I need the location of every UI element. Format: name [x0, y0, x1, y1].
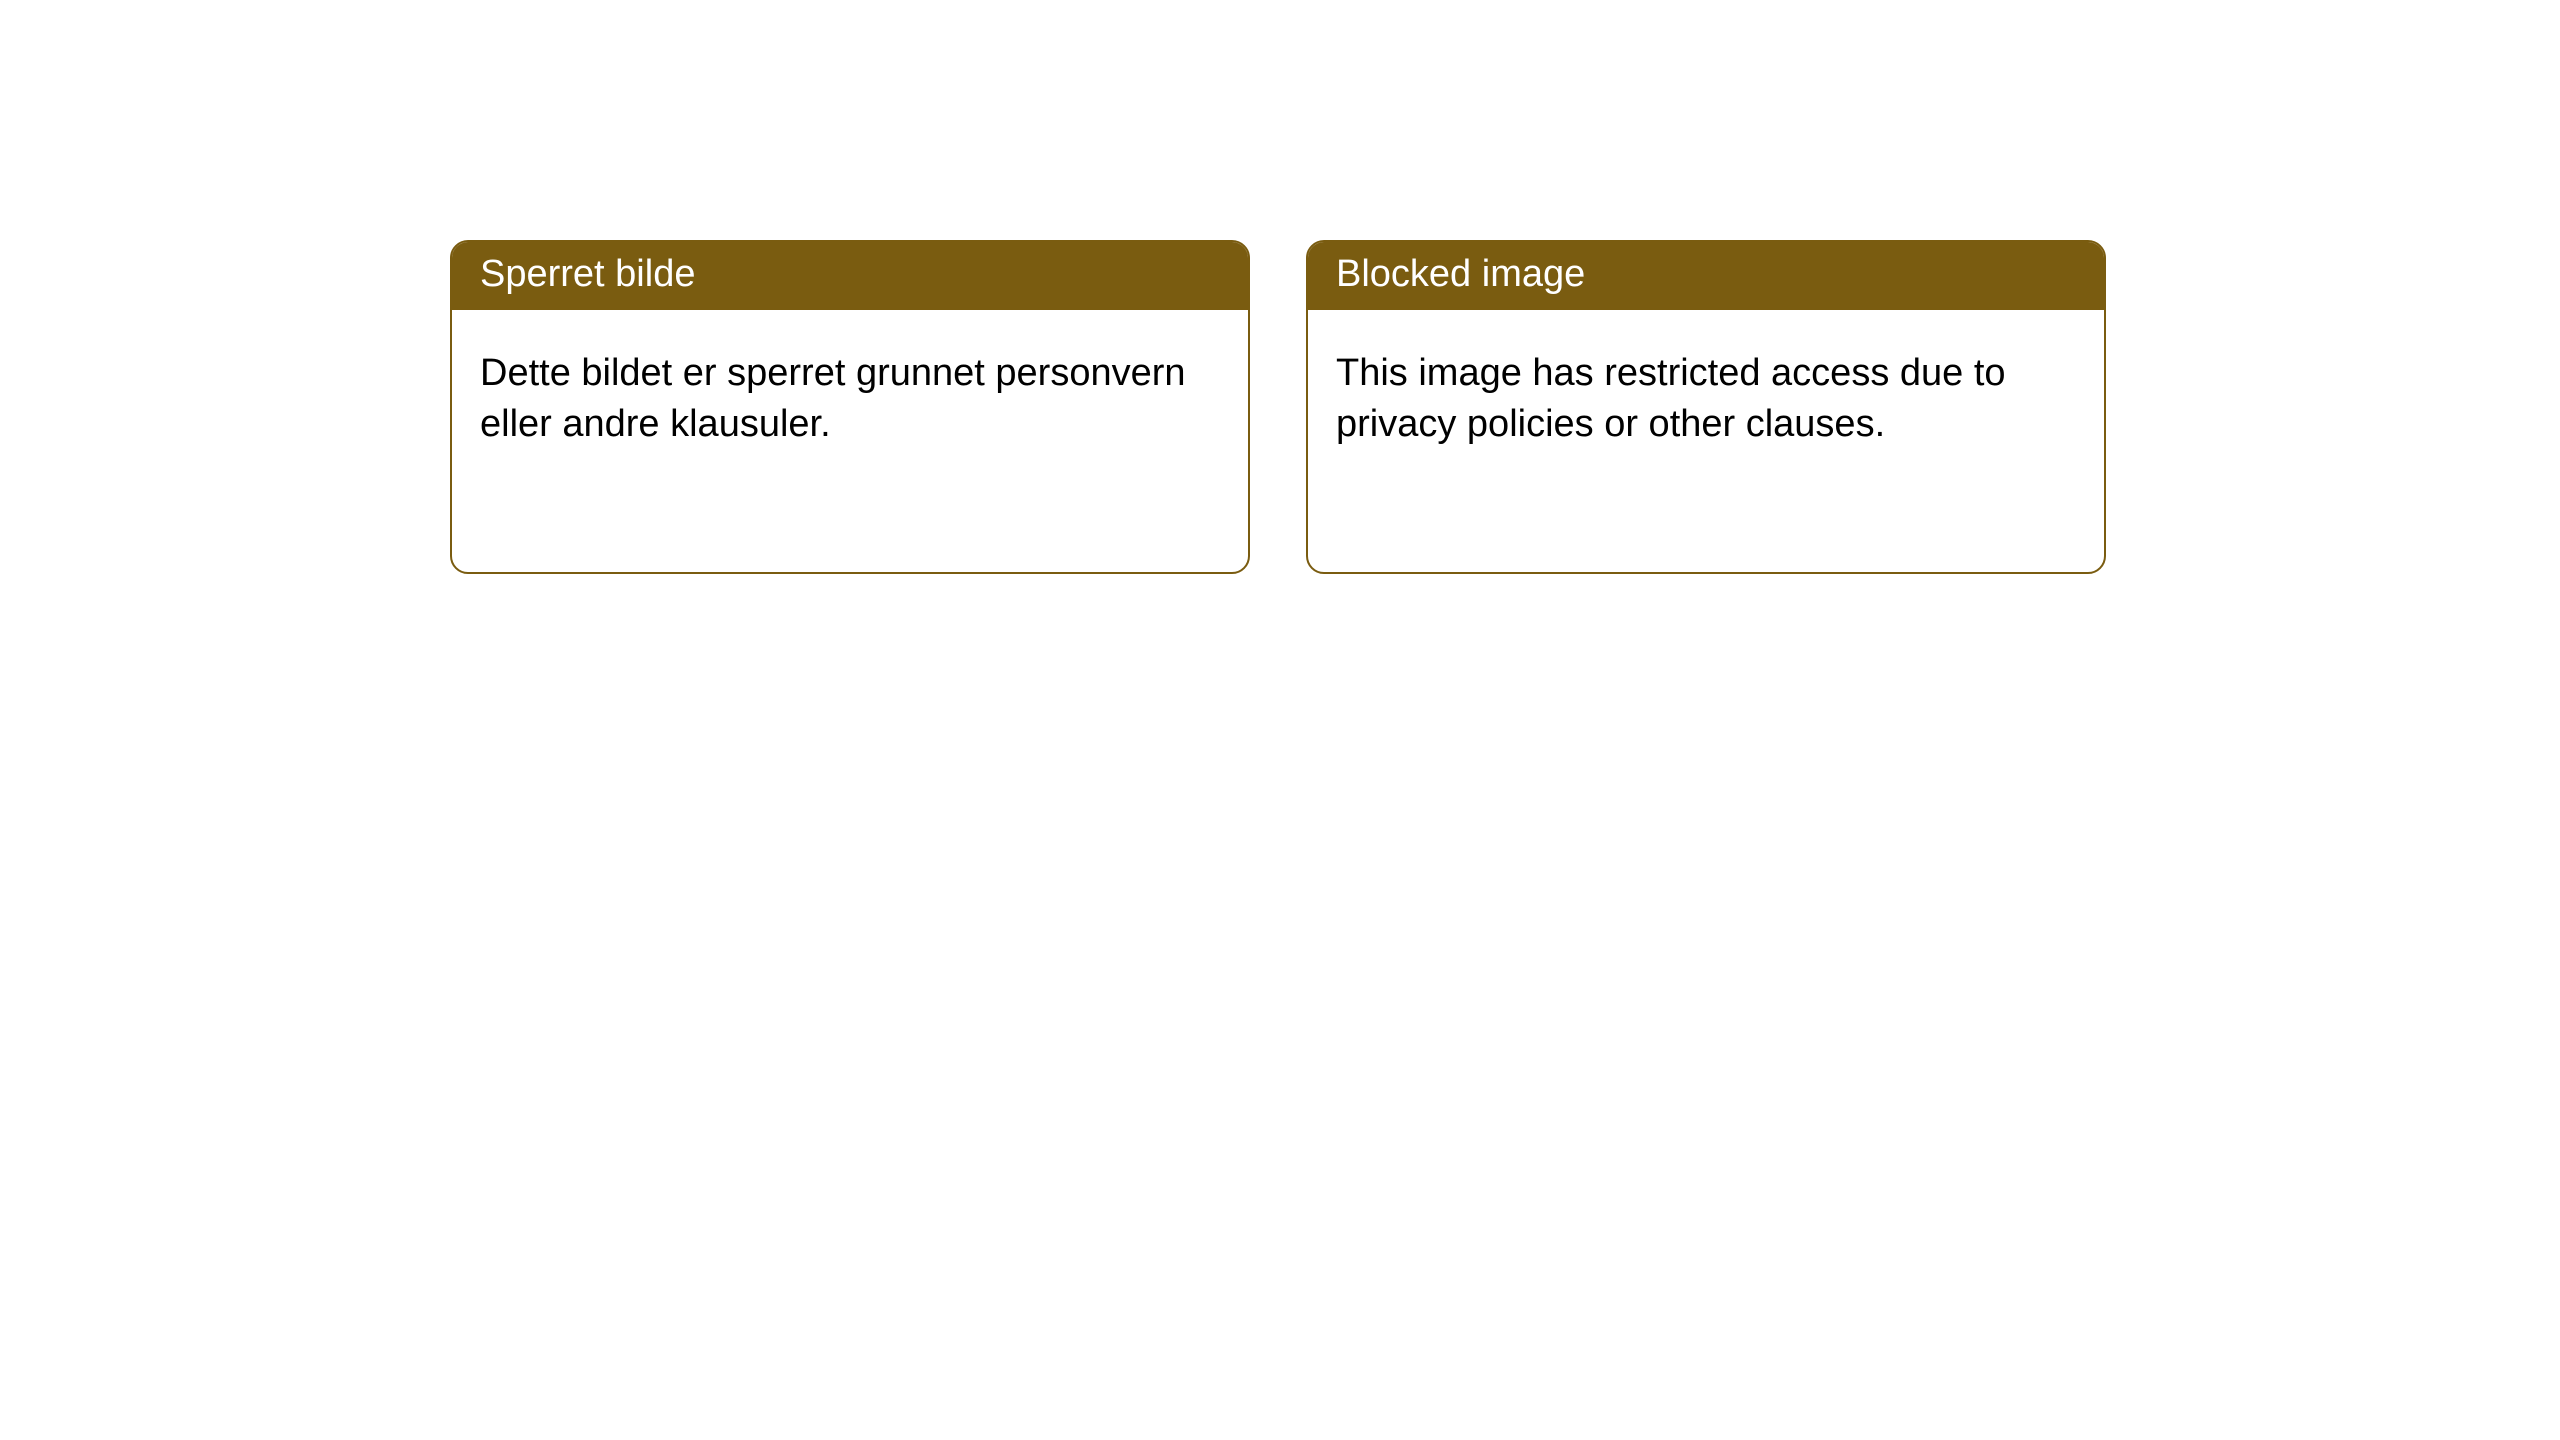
- notice-cards-container: Sperret bilde Dette bildet er sperret gr…: [450, 240, 2106, 574]
- notice-card-norwegian: Sperret bilde Dette bildet er sperret gr…: [450, 240, 1250, 574]
- card-text: Dette bildet er sperret grunnet personve…: [480, 348, 1220, 450]
- card-body: Dette bildet er sperret grunnet personve…: [452, 310, 1248, 478]
- card-title: Blocked image: [1336, 252, 2076, 298]
- card-text: This image has restricted access due to …: [1336, 348, 2076, 450]
- notice-card-english: Blocked image This image has restricted …: [1306, 240, 2106, 574]
- card-header: Blocked image: [1308, 242, 2104, 310]
- card-title: Sperret bilde: [480, 252, 1220, 298]
- card-header: Sperret bilde: [452, 242, 1248, 310]
- card-body: This image has restricted access due to …: [1308, 310, 2104, 478]
